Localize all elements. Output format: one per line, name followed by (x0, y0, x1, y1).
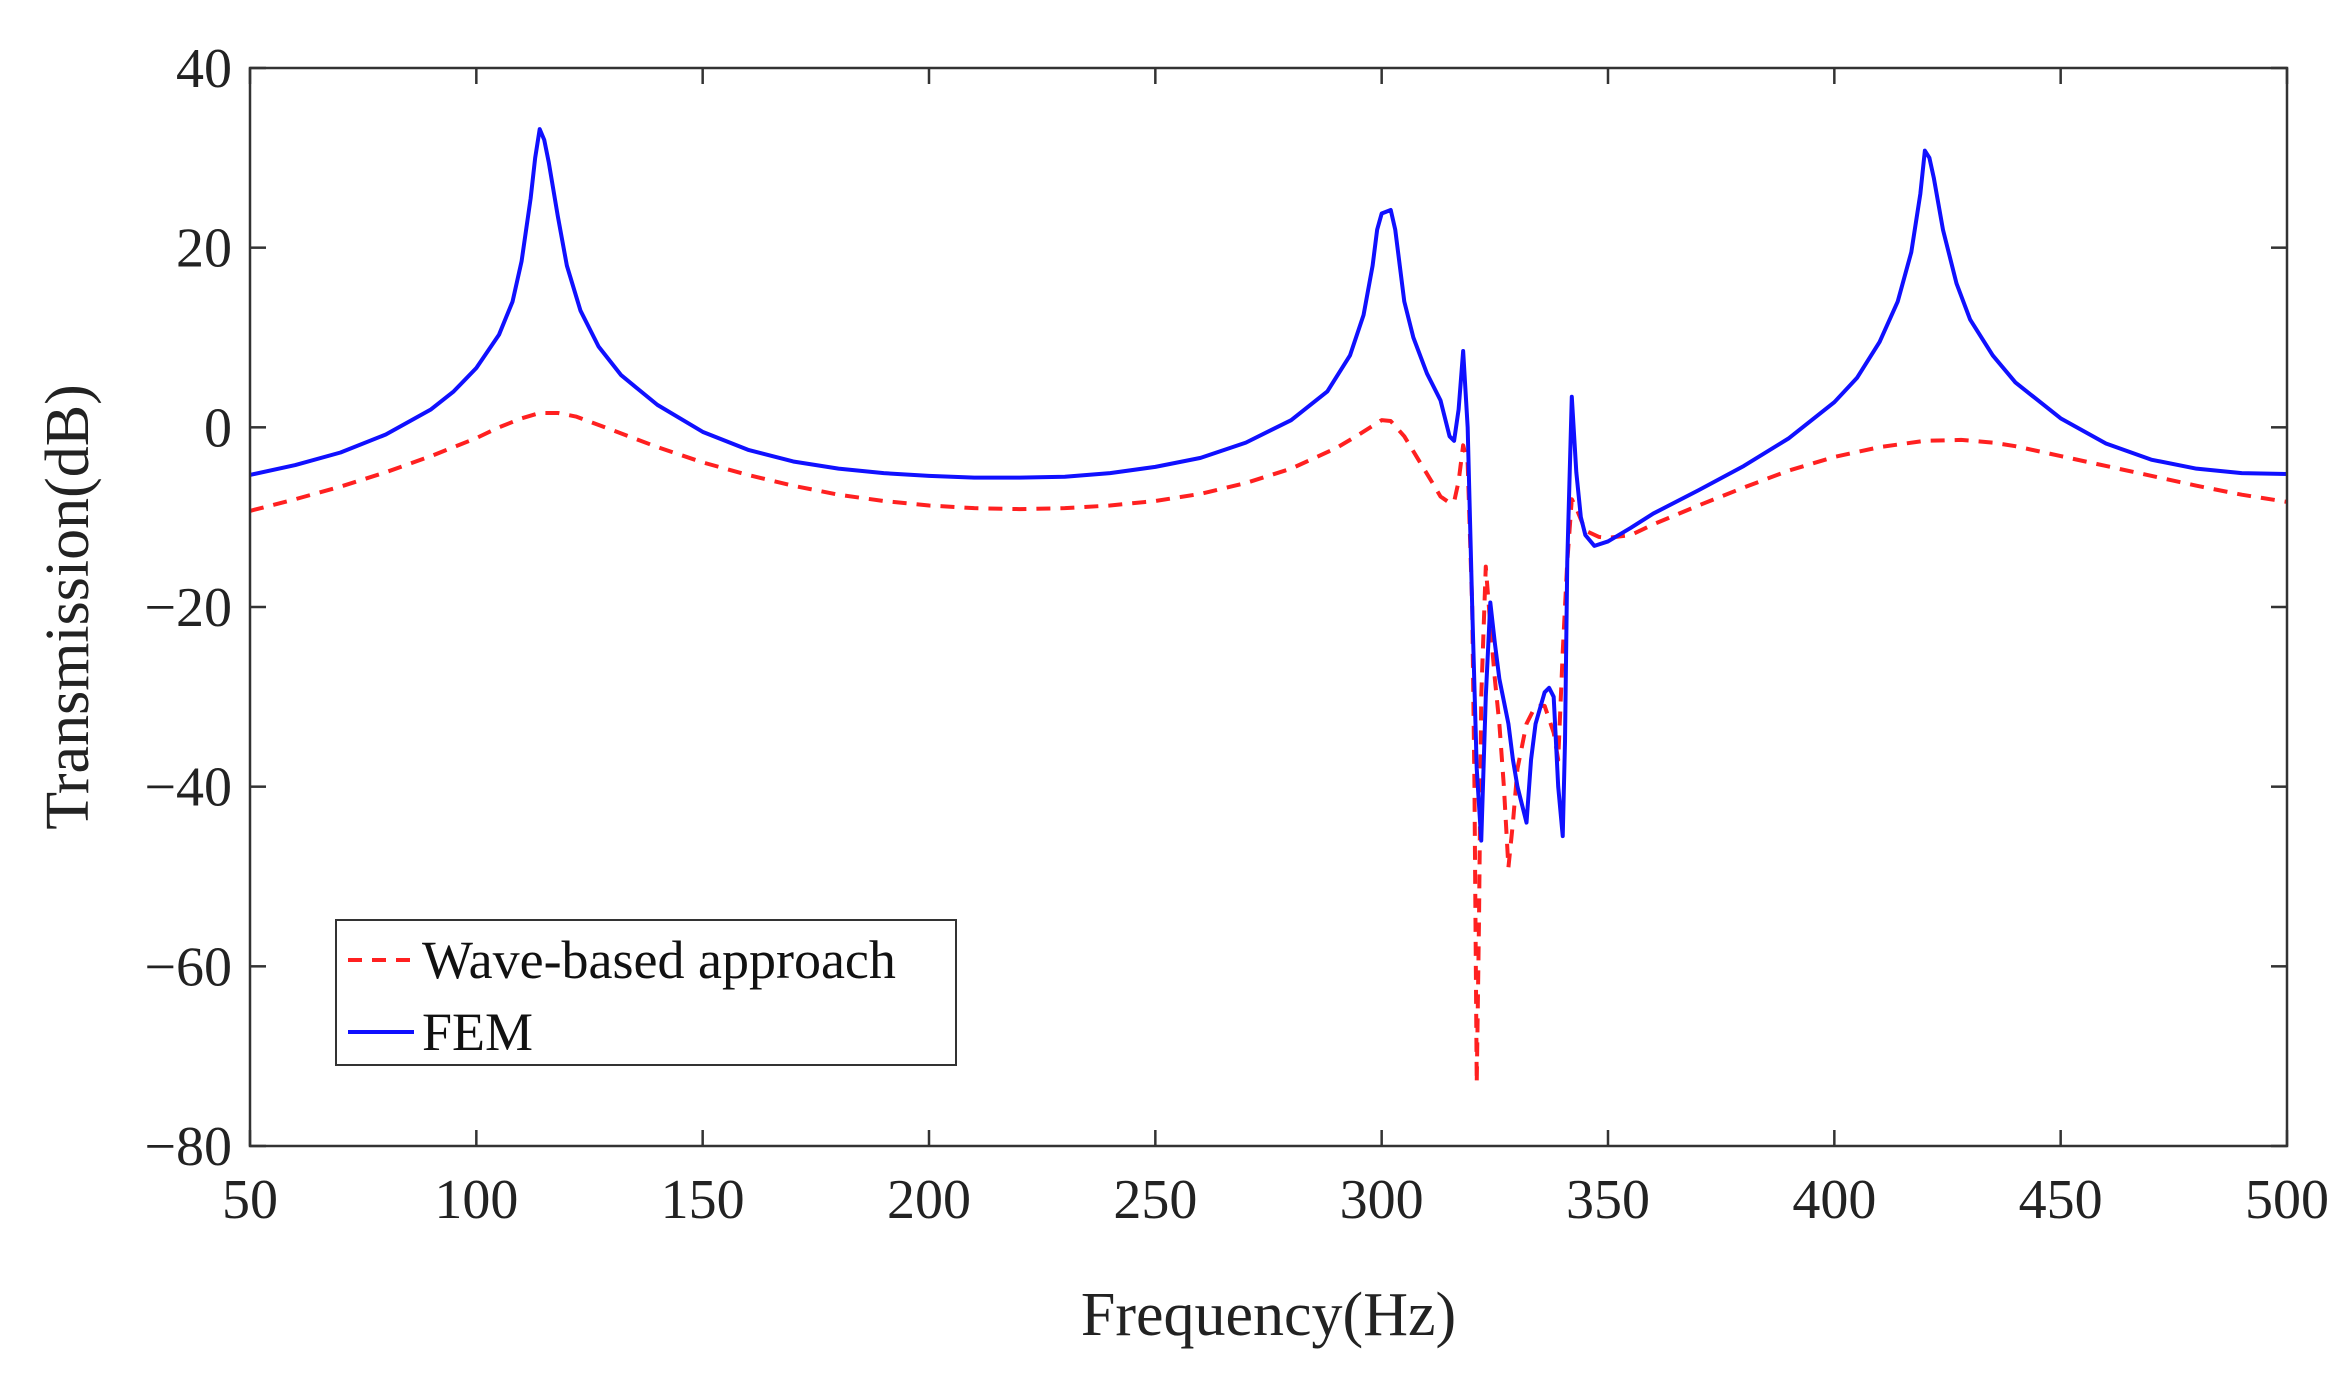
y-tick-label: −80 (144, 1116, 232, 1178)
y-tick-label: 0 (204, 397, 232, 459)
x-tick-label: 350 (1566, 1169, 1650, 1231)
x-tick-label: 200 (887, 1169, 971, 1231)
y-axis-title: Transmission(dB) (34, 384, 102, 830)
legend-box (335, 919, 957, 1066)
x-tick-label: 500 (2245, 1169, 2329, 1231)
x-tick-label: 300 (1340, 1169, 1424, 1231)
x-tick-label: 100 (434, 1169, 518, 1231)
y-tick-label: −20 (144, 577, 232, 639)
x-axis-title: Frequency(Hz) (1081, 1281, 1456, 1349)
x-tick-label: 150 (661, 1169, 745, 1231)
plot-frame (248, 66, 2289, 1148)
series-line-fem (250, 127, 2287, 843)
y-axis-ticks: 40 20 0 −20 −40 −60 −80 (144, 38, 2287, 1178)
y-tick-label: 40 (176, 38, 232, 100)
y-tick-label: 20 (176, 218, 232, 280)
x-tick-label: 400 (1792, 1169, 1876, 1231)
x-axis-ticks: 50 100 150 200 250 300 350 400 450 500 (222, 68, 2329, 1231)
x-tick-label: 450 (2019, 1169, 2103, 1231)
legend-label-wave-based: Wave-based approach (422, 930, 896, 990)
x-tick-label: 50 (222, 1169, 278, 1231)
legend: Wave-based approach FEM (335, 919, 957, 1066)
y-tick-label: −40 (144, 757, 232, 819)
legend-label-fem: FEM (422, 1002, 533, 1062)
plot-area (250, 127, 2287, 1086)
y-tick-label: −60 (144, 936, 232, 998)
x-tick-label: 250 (1113, 1169, 1197, 1231)
